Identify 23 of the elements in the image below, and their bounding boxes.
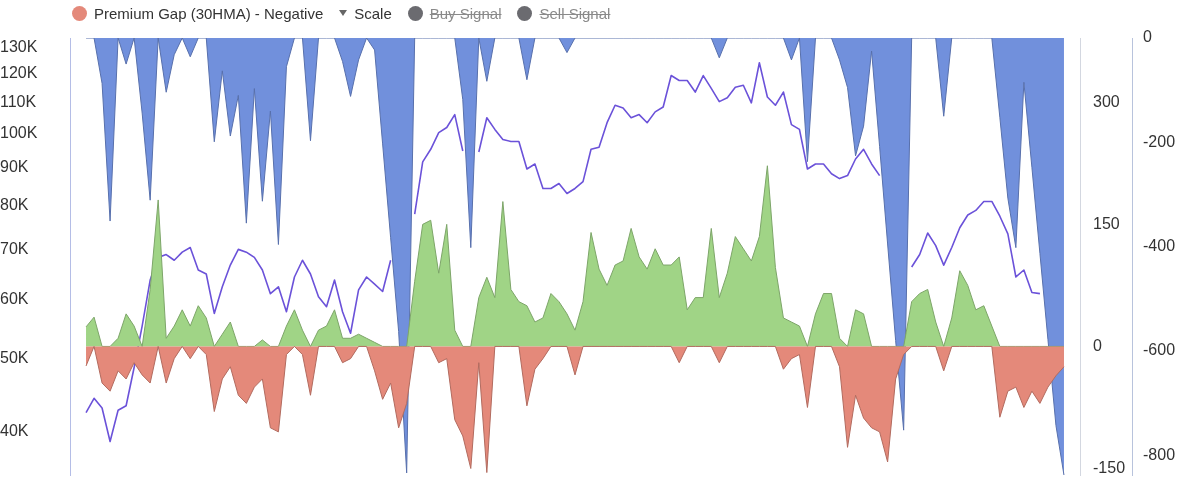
y-tick-label: 90K [0, 157, 29, 175]
y-tick-label: 40K [0, 421, 29, 439]
y2-tick-label: 150 [1093, 214, 1120, 232]
y2-tick-label: -150 [1093, 458, 1126, 476]
y-tick-label: 60K [0, 289, 29, 307]
y2-tick-label: 300 [1093, 92, 1120, 110]
text: Scale [354, 4, 392, 22]
y3-tick-label: -200 [1143, 132, 1176, 150]
y2-tick-label: 0 [1093, 336, 1102, 354]
y-tick-label: 130K [0, 38, 38, 56]
y-tick-label: 80K [0, 196, 29, 214]
legend-label: Buy Signal [429, 4, 502, 22]
y3-tick-label: -400 [1143, 237, 1176, 254]
y3-tick-label: -600 [1143, 341, 1176, 359]
legend-label: Sell Signal [539, 4, 611, 22]
y-tick-label: 110K [0, 92, 37, 110]
y3-tick-label: -800 [1143, 445, 1176, 463]
y3-tick-label: 0 [1143, 28, 1152, 46]
y-tick-label: 120K [0, 64, 38, 82]
y-tick-label: 70K [0, 239, 29, 257]
y-tick-label: 50K [0, 349, 29, 367]
legend-label: Premium Gap (30HMA) - Negative [94, 4, 324, 22]
y-tick-label: 100K [0, 123, 38, 141]
